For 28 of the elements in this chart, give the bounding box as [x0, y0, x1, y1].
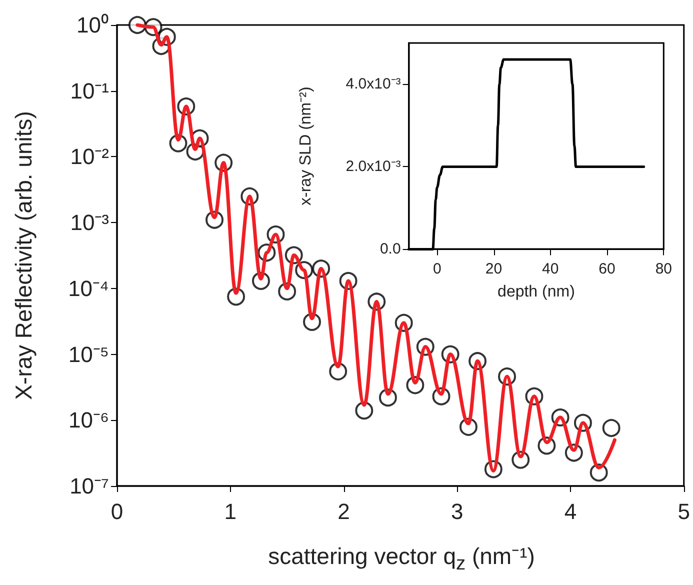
- y-tick-label: 10⁻⁶: [68, 408, 109, 433]
- x-tick-label: 1: [224, 499, 236, 524]
- y-axis-title: x-ray SLD (nm⁻²): [298, 86, 314, 206]
- y-tick-label: 10⁻⁴: [68, 276, 109, 301]
- x-tick-label: 5: [678, 499, 690, 524]
- x-axis-title: depth (nm): [498, 284, 575, 300]
- x-tick-label: 20: [485, 260, 502, 278]
- x-tick-label: 2: [338, 499, 350, 524]
- y-tick-label: 0.0: [380, 240, 401, 258]
- y-axis-title: X-ray Reflectivity (arb. units): [10, 111, 37, 400]
- x-tick-label: 0: [432, 260, 442, 278]
- y-tick-label: 10⁻⁵: [68, 342, 109, 367]
- y-tick-label: 10⁻³: [70, 210, 109, 236]
- point: [602, 418, 620, 437]
- x-tick-label: 4: [564, 499, 577, 524]
- x-tick-label: 0: [110, 499, 124, 524]
- x-tick-label: 3: [451, 499, 464, 524]
- y-tick-label: 10⁻⁷: [70, 474, 110, 498]
- x-tick-label: 60: [598, 260, 616, 278]
- x-tick-label: 80: [655, 260, 672, 278]
- y-tick-label: 10⁰: [76, 12, 109, 38]
- y-tick-label: 4.0x10⁻³: [346, 76, 401, 93]
- point: [355, 402, 374, 420]
- y-tick-label: 2.0x10⁻³: [346, 158, 401, 176]
- x-axis-title: scattering vector q$_{z}$ (nm⁻¹): [268, 542, 535, 576]
- y-tick-label: 10⁻²: [70, 144, 109, 170]
- x-tick-label: 40: [542, 260, 559, 278]
- y-tick-label: 10⁻¹: [70, 78, 109, 104]
